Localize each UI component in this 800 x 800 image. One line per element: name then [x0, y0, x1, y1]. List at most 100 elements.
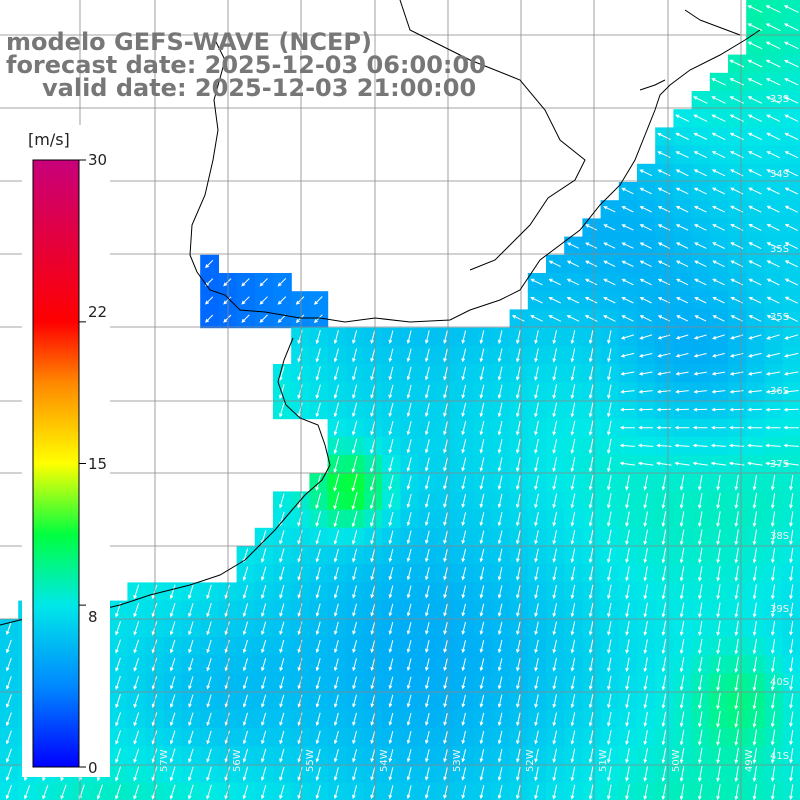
wind-arrow — [661, 693, 667, 709]
wind-arrow — [698, 638, 703, 655]
wind-arrow — [748, 315, 762, 322]
wind-arrow — [497, 730, 503, 745]
wind-arrow — [297, 348, 303, 363]
wind-arrow — [424, 330, 430, 344]
wind-arrow — [710, 425, 726, 430]
wind-arrow — [388, 530, 394, 545]
wind-arrow — [734, 602, 739, 618]
wind-arrow — [479, 730, 485, 745]
wind-arrow — [625, 511, 630, 527]
wind-arrow — [534, 730, 539, 745]
wind-arrow — [638, 407, 653, 412]
wind-arrow — [169, 657, 176, 672]
wind-arrow — [188, 766, 194, 782]
wind-arrow — [789, 511, 794, 527]
wind-arrow — [443, 457, 448, 472]
wind-arrow — [424, 421, 430, 436]
wind-arrow — [297, 712, 303, 727]
wind-arrow — [693, 96, 708, 104]
wind-arrow — [675, 132, 689, 140]
wind-arrow — [425, 567, 430, 581]
wind-arrow — [784, 132, 799, 140]
wind-arrow — [206, 784, 212, 800]
wind-arrow — [552, 384, 558, 400]
wind-arrow — [530, 297, 543, 304]
wind-arrow — [747, 59, 763, 68]
wind-arrow — [242, 639, 248, 654]
wind-arrow — [6, 657, 12, 672]
wind-arrow — [297, 566, 303, 581]
wind-arrow — [765, 78, 781, 86]
wind-arrow — [570, 438, 576, 454]
wind-arrow — [443, 439, 448, 454]
wind-arrow — [425, 676, 430, 690]
wind-arrow — [333, 492, 340, 510]
wind-arrow — [241, 296, 250, 305]
wind-arrow — [169, 584, 176, 600]
wind-arrow — [675, 297, 689, 304]
wind-arrow — [588, 402, 594, 418]
wind-arrow — [784, 260, 798, 268]
wind-arrow — [770, 511, 776, 528]
wind-arrow — [570, 475, 576, 491]
wind-arrow — [625, 711, 630, 727]
wind-arrow — [698, 620, 703, 636]
wind-arrow — [548, 315, 562, 322]
wind-arrow — [694, 315, 707, 322]
wind-arrow — [443, 694, 448, 708]
lat-label-40s: 40S — [770, 677, 790, 688]
wind-arrow — [406, 585, 412, 599]
wind-arrow — [461, 530, 467, 545]
wind-arrow — [534, 748, 539, 763]
wind-arrow — [661, 729, 667, 746]
wind-arrow — [552, 766, 557, 782]
wind-arrow — [242, 748, 249, 763]
wind-arrow — [784, 334, 799, 340]
wind-arrow — [770, 547, 776, 564]
wind-arrow — [205, 278, 214, 287]
wind-arrow — [675, 224, 689, 231]
wind-arrow — [784, 96, 799, 104]
wind-arrow — [333, 330, 339, 345]
wind-arrow — [352, 748, 358, 763]
wind-arrow — [206, 712, 212, 727]
wind-arrow — [388, 767, 394, 781]
wind-arrow — [674, 425, 690, 430]
wind-arrow — [716, 584, 721, 600]
wind-arrow — [770, 602, 776, 618]
wind-arrow — [619, 461, 636, 466]
wind-arrow — [115, 748, 121, 764]
lon-label-51w: 51W — [598, 749, 609, 772]
wind-arrow — [625, 584, 630, 600]
wind-arrow — [766, 224, 780, 231]
wind-arrow — [752, 674, 758, 692]
wind-arrow — [588, 693, 594, 709]
wind-arrow — [570, 694, 576, 709]
wind-arrow — [784, 352, 799, 358]
wind-arrow — [643, 784, 648, 800]
wind-arrow — [516, 766, 521, 782]
wind-arrow — [443, 676, 448, 690]
wind-arrow — [729, 78, 745, 86]
title-model: modelo GEFS-WAVE (NCEP) — [6, 28, 372, 56]
wind-arrow — [315, 511, 321, 527]
wind-arrow — [534, 639, 539, 654]
wind-arrow — [570, 584, 576, 600]
wind-arrow — [352, 566, 357, 581]
wind-arrow — [784, 169, 799, 177]
wind-arrow — [242, 603, 249, 618]
wind-arrow — [748, 169, 762, 177]
wind-arrow — [734, 674, 739, 692]
wind-arrow — [679, 675, 685, 691]
wind-arrow — [643, 748, 648, 764]
wind-arrow — [748, 242, 762, 250]
wind-arrow — [425, 640, 430, 653]
wind-arrow — [461, 640, 466, 654]
wind-arrow — [643, 693, 648, 709]
wind-arrow — [497, 493, 503, 509]
wind-arrow — [277, 314, 287, 323]
wind-arrow — [675, 169, 689, 177]
wind-arrow — [205, 260, 214, 269]
wind-arrow — [770, 493, 776, 509]
wind-arrow — [261, 694, 267, 708]
